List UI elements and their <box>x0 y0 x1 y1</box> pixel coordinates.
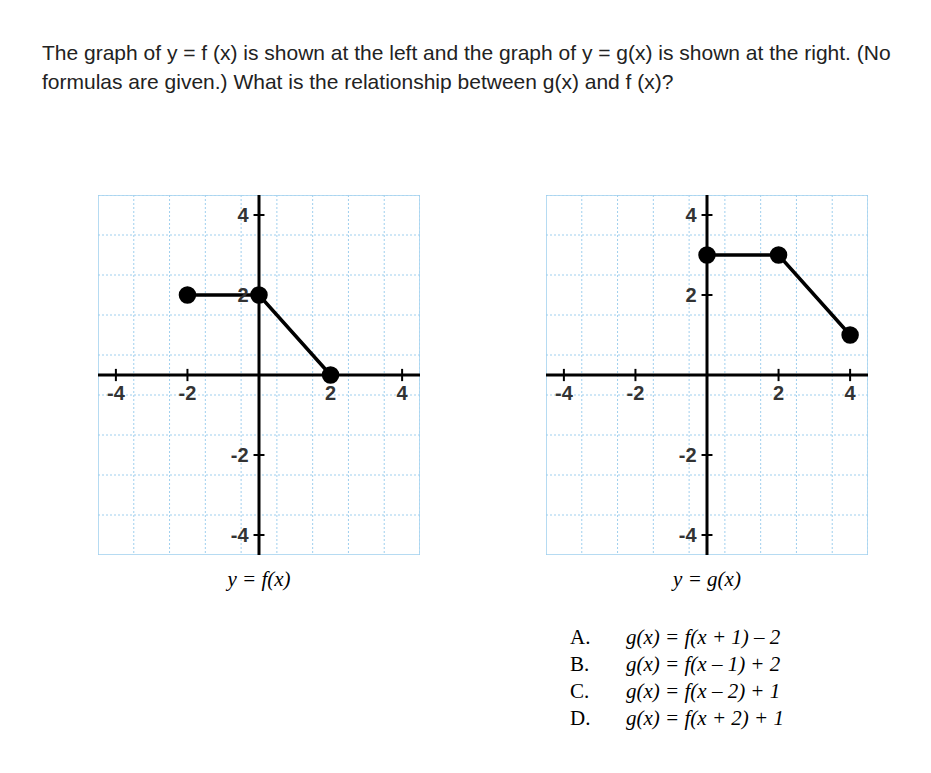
html-text:B.: B. <box>570 652 590 676</box>
svg-text:-2: -2 <box>231 444 249 466</box>
html-text:D.: D. <box>570 706 591 730</box>
html-text:A.: A. <box>570 625 591 649</box>
html-text:C.: C. <box>570 679 590 703</box>
svg-text:-2: -2 <box>179 382 197 404</box>
html-text:y = f(x): y = f(x) <box>227 567 291 591</box>
html-text:g(x) = f(x + 1) – 2: g(x) = f(x + 1) – 2 <box>626 625 781 649</box>
svg-text:4: 4 <box>397 382 409 404</box>
svg-text:-2: -2 <box>627 382 645 404</box>
html-text:y = g(x): y = g(x) <box>673 567 741 591</box>
svg-text:2: 2 <box>237 284 248 306</box>
svg-text:-4: -4 <box>679 524 698 546</box>
svg-text:-4: -4 <box>231 524 250 546</box>
svg-text:2: 2 <box>325 382 336 404</box>
html-text:g(x) = f(x – 2) + 1: g(x) = f(x – 2) + 1 <box>626 679 781 703</box>
svg-text:4: 4 <box>685 204 697 226</box>
svg-text:4: 4 <box>237 204 249 226</box>
svg-text:-2: -2 <box>679 444 697 466</box>
svg-text:4: 4 <box>845 382 857 404</box>
svg-text:-4: -4 <box>555 382 574 404</box>
html-text:g(x) = f(x – 1) + 2: g(x) = f(x – 1) + 2 <box>626 652 781 676</box>
html-text:The graph of y = f (x) is show: The graph of y = f (x) is shown at the l… <box>42 41 891 93</box>
html-text:g(x) = f(x + 2) + 1: g(x) = f(x + 2) + 1 <box>626 706 784 730</box>
svg-text:-4: -4 <box>107 382 126 404</box>
svg-text:2: 2 <box>773 382 784 404</box>
svg-text:2: 2 <box>685 284 696 306</box>
